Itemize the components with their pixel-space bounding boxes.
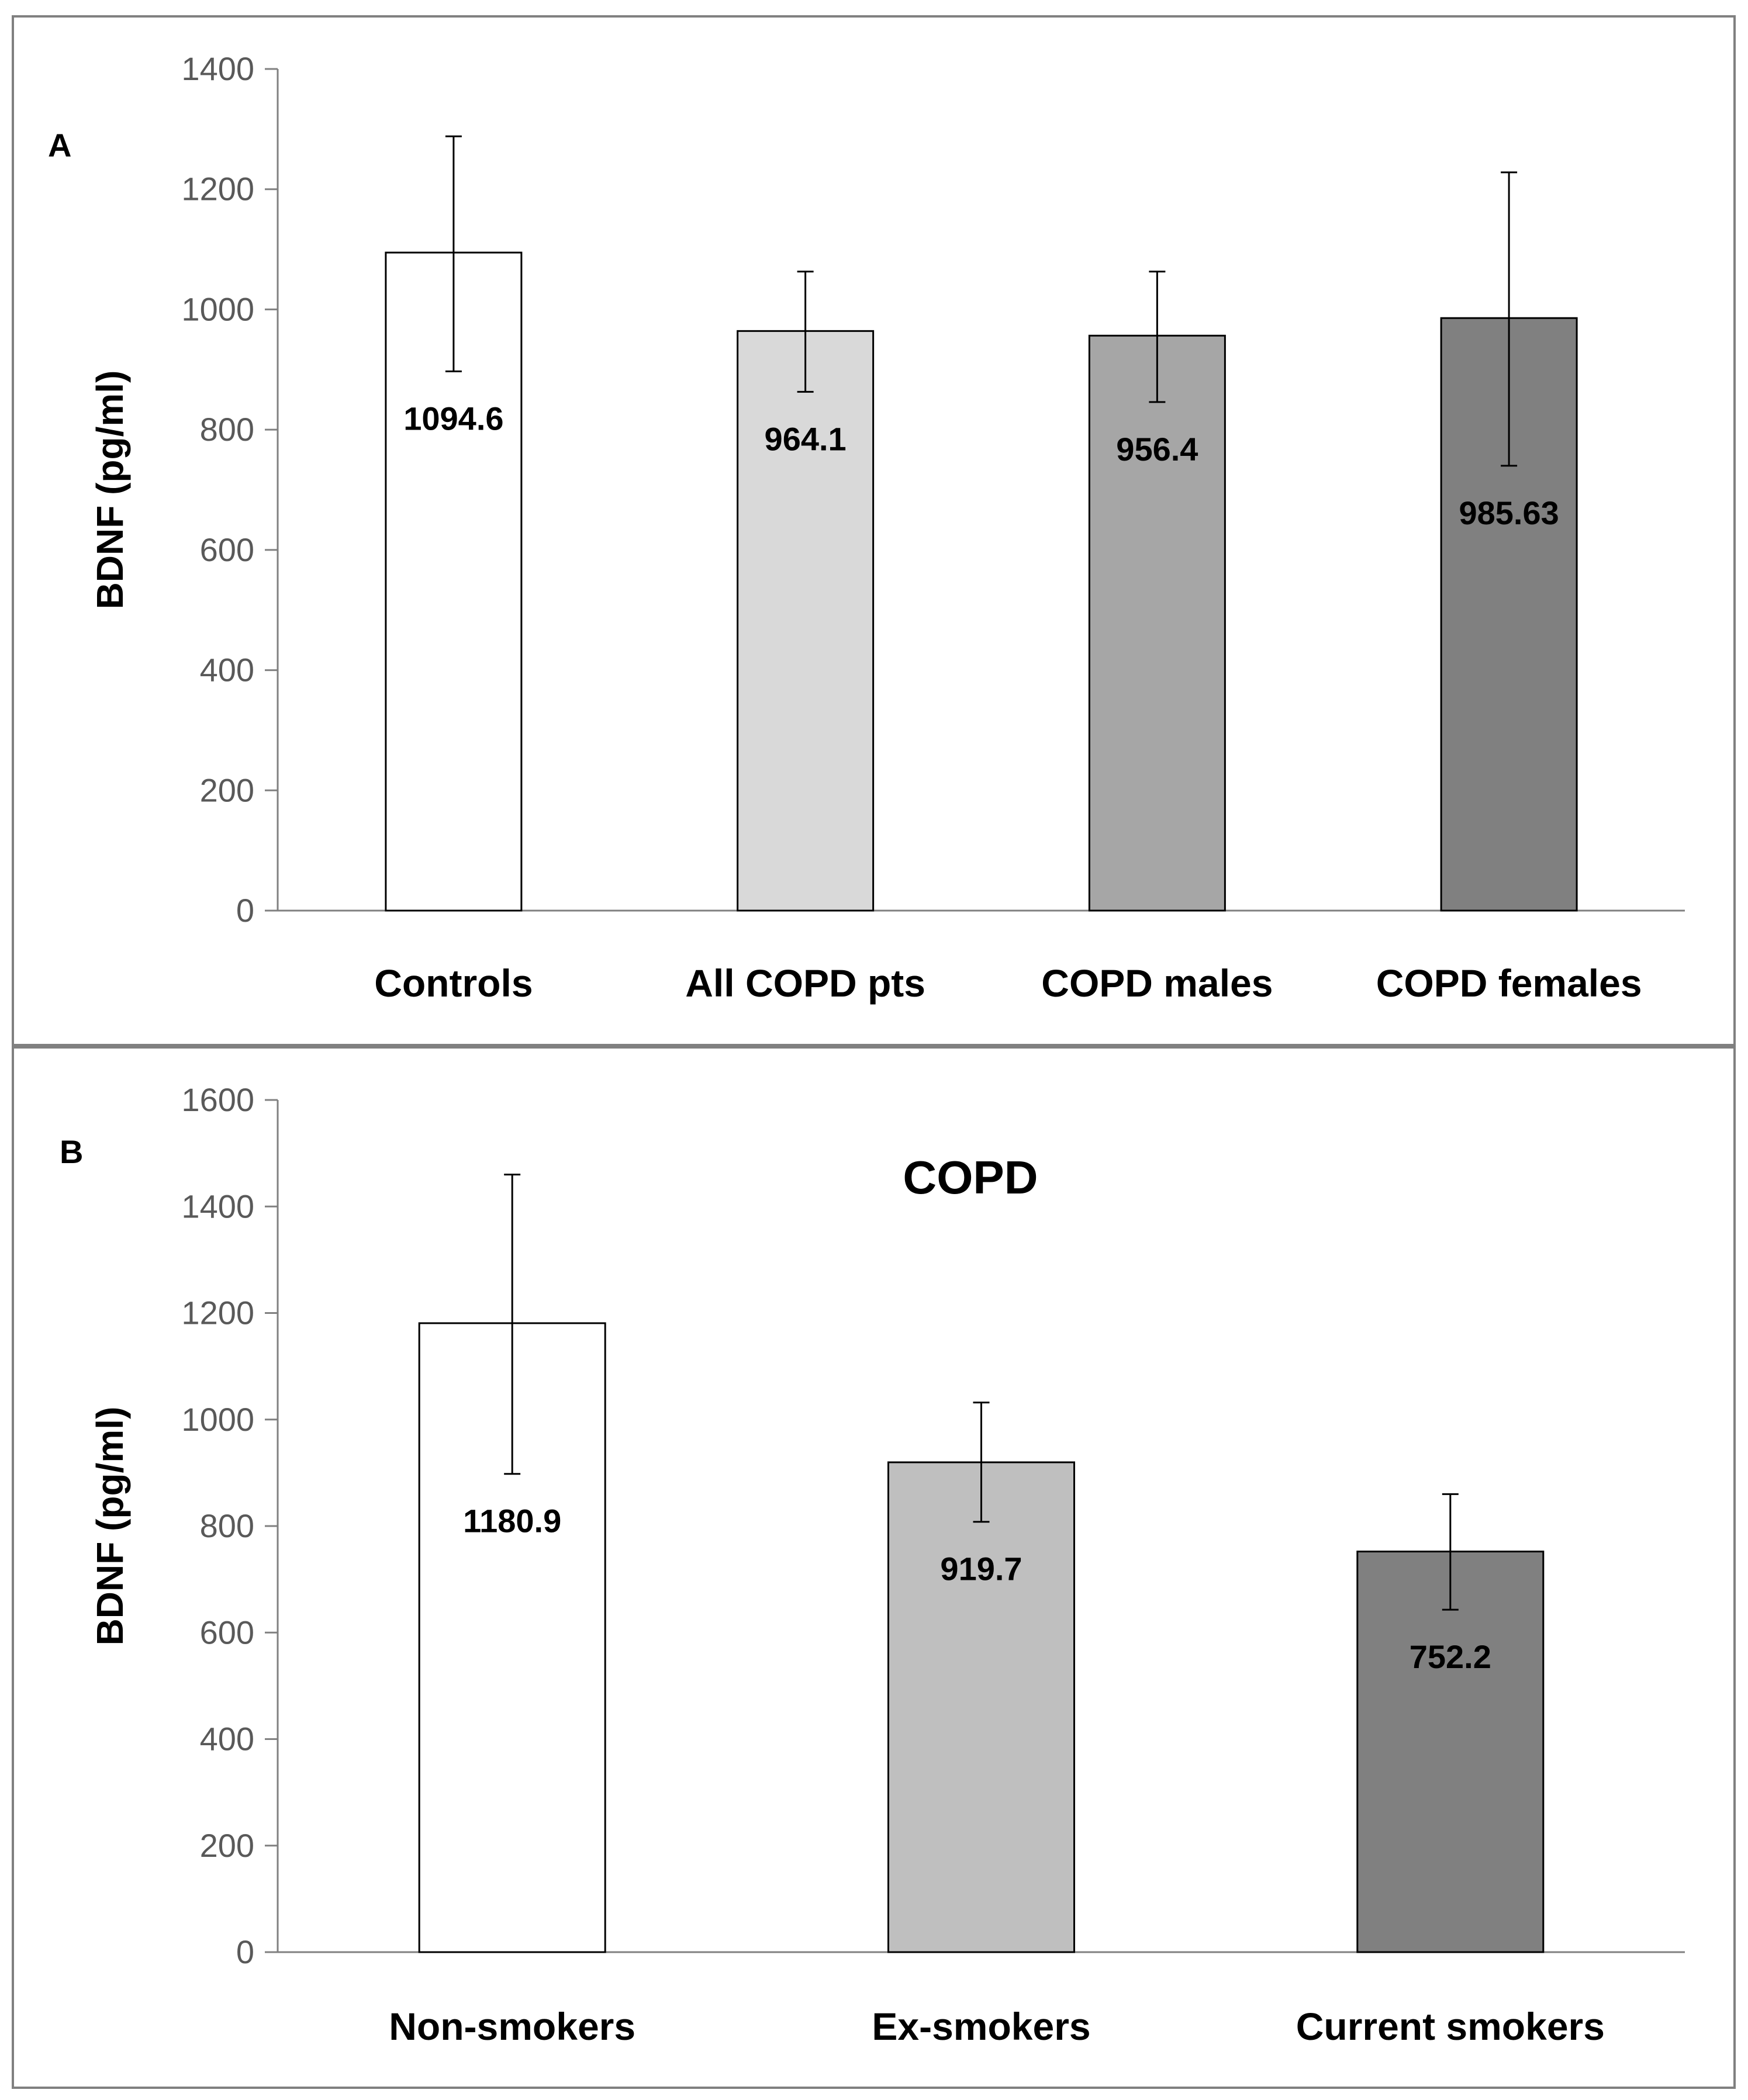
- panel-b-data-label: 1180.9: [463, 1503, 561, 1539]
- panel-a-y-tick-label: 400: [200, 652, 254, 689]
- panel-a-category-label: COPD males: [1041, 961, 1273, 1005]
- panel-a-data-label: 956.4: [1116, 431, 1198, 468]
- panel-a-data-label: 985.63: [1459, 494, 1559, 531]
- panel-b-y-tick-label: 1600: [181, 1081, 254, 1118]
- panel-a-category-label: COPD females: [1376, 961, 1642, 1005]
- panel-a-bar: [737, 330, 875, 912]
- panel-a-y-tick-label: 200: [200, 772, 254, 808]
- panel-a-y-tick-label: 1200: [181, 171, 254, 207]
- panel-b-y-tick-label: 1200: [181, 1295, 254, 1331]
- panel-b-bar: [1356, 1551, 1545, 1953]
- panel-a-y-tick-label: 0: [236, 892, 254, 929]
- panel-b-bar: [887, 1461, 1075, 1953]
- panel-b-category-label: Current smokers: [1296, 2005, 1605, 2048]
- panel-a-y-tick-label: 1400: [181, 50, 254, 87]
- panel-a-y-tick-label: 800: [200, 411, 254, 448]
- panel-a-data-label: 1094.6: [403, 400, 503, 437]
- panel-b-title: COPD: [903, 1151, 1038, 1203]
- panel-b-y-tick-label: 400: [200, 1721, 254, 1758]
- panel-a-chart: A BDNF (pg/ml) 0 200 400 600 800 1000 1200 1400 10…: [48, 50, 1685, 1005]
- panel-b-frame: [12, 1046, 1736, 2089]
- panel-a-bar: [1088, 334, 1226, 912]
- panel-b-category-label: Non-smokers: [389, 2005, 635, 2048]
- panel-b-data-label: 919.7: [940, 1551, 1022, 1587]
- panel-b-y-tick-label: 1000: [181, 1401, 254, 1438]
- panel-b-y-tick-label: 0: [236, 1933, 254, 1970]
- panel-a-data-label: 964.1: [765, 420, 847, 457]
- panel-a-y-tick-label: 1000: [181, 290, 254, 327]
- panel-a-category-label: Controls: [374, 961, 533, 1005]
- panel-b-y-tick-label: 600: [200, 1614, 254, 1651]
- panel-b-y-tick-label: 800: [200, 1507, 254, 1544]
- panel-b-chart: B COPD BDNF (pg/ml) 0 200 400 600 800 1000 1200 14…: [60, 1081, 1685, 2048]
- panel-b-y-tick-label: 1400: [181, 1188, 254, 1224]
- panel-b-category-label: Ex-smokers: [872, 2005, 1090, 2048]
- panel-b-y-tick-label: 200: [200, 1827, 254, 1864]
- panel-a-frame: [12, 15, 1736, 1046]
- panel-b-letter: B: [60, 1133, 83, 1170]
- panel-a-category-label: All COPD pts: [685, 961, 925, 1005]
- panel-b-data-label: 752.2: [1410, 1638, 1491, 1675]
- panel-b-y-axis-title: BDNF (pg/ml): [89, 1407, 131, 1646]
- panel-a-letter: A: [48, 127, 71, 164]
- panel-a-y-tick-label: 600: [200, 531, 254, 568]
- panel-a-y-axis-title: BDNF (pg/ml): [89, 371, 131, 610]
